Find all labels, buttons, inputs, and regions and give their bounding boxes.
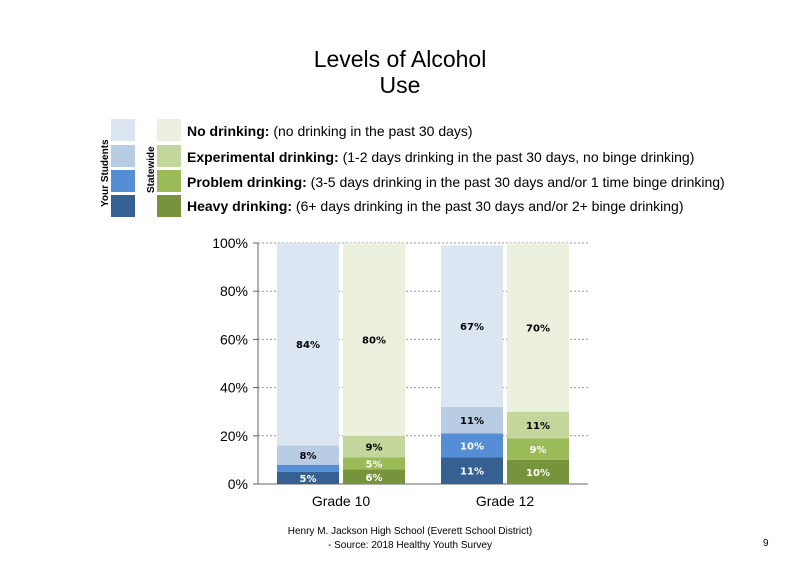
chart-title: Levels of Alcohol Use <box>250 46 550 98</box>
y-tick-label: 0% <box>228 476 248 492</box>
data-label: 8% <box>300 451 317 462</box>
legend-swatch-your-exp <box>111 145 135 167</box>
title-line-1: Levels of Alcohol <box>313 46 487 72</box>
bar-segment <box>343 243 405 436</box>
data-label: 11% <box>526 421 550 432</box>
bar-segment <box>507 438 569 460</box>
bar-segment <box>343 435 405 458</box>
legend-swatch-your-no <box>111 119 135 141</box>
bar-segment <box>507 411 569 439</box>
bar-segment <box>277 445 339 465</box>
legend-item-bold: Problem drinking: <box>187 174 307 190</box>
data-label: 10% <box>526 468 550 479</box>
y-tick-label: 100% <box>212 235 248 251</box>
data-label: 9% <box>530 445 547 456</box>
data-label: 6% <box>366 473 383 484</box>
legend-swatch-your-prob <box>111 170 135 192</box>
y-tick-label: 60% <box>220 331 248 347</box>
data-label: 70% <box>526 323 550 334</box>
bar-segment <box>343 457 405 470</box>
footer-source: Henry M. Jackson High School (Everett Sc… <box>240 525 580 553</box>
legend-item-problem: Problem drinking: (3-5 days drinking in … <box>187 174 725 190</box>
legend-item-no-drinking: No drinking: (no drinking in the past 30… <box>187 123 473 139</box>
footer-line-1: Henry M. Jackson High School (Everett Sc… <box>287 526 533 537</box>
legend-item-desc: (3-5 days drinking in the past 30 days a… <box>306 174 725 190</box>
legend-swatch-state-no <box>157 119 181 141</box>
page-number: 9 <box>763 538 769 549</box>
y-tick-label: 40% <box>220 380 248 396</box>
footer-line-2: - Source: 2018 Healthy Youth Survey <box>328 540 492 551</box>
data-label: 5% <box>366 460 383 471</box>
bar-segment <box>441 433 503 458</box>
data-label: 11% <box>460 467 484 478</box>
legend-item-bold: No drinking: <box>187 123 270 139</box>
bar-segment <box>343 469 405 484</box>
legend-swatch-state-heavy <box>157 195 181 217</box>
data-label: 67% <box>460 322 484 333</box>
bar-segment <box>277 464 339 472</box>
legend-item-bold: Heavy drinking: <box>187 198 293 214</box>
legend-item-desc: (6+ days drinking in the past 30 days an… <box>292 198 684 214</box>
legend-swatch-state-prob <box>157 170 181 192</box>
data-label: 84% <box>296 340 320 351</box>
bar-segment <box>441 245 503 407</box>
x-category-label: Grade 12 <box>476 493 535 509</box>
legend-item-desc: (1-2 days drinking in the past 30 days, … <box>338 149 695 165</box>
legend-item-heavy: Heavy drinking: (6+ days drinking in the… <box>187 198 684 214</box>
legend-item-experimental: Experimental drinking: (1-2 days drinkin… <box>187 149 694 165</box>
legend-swatch-your-heavy <box>111 195 135 217</box>
y-tick-label: 20% <box>220 428 248 444</box>
data-label: 10% <box>460 441 484 452</box>
bar-segment <box>507 243 569 412</box>
data-label: 5% <box>300 474 317 485</box>
legend-swatch-state-exp <box>157 145 181 167</box>
bar-segment <box>277 471 339 484</box>
title-line-2: Use <box>379 72 421 98</box>
bar-segment <box>507 459 569 484</box>
bar-segment <box>441 406 503 434</box>
x-category-label: Grade 10 <box>312 493 371 509</box>
bar-segment <box>441 457 503 484</box>
data-label: 80% <box>362 335 386 346</box>
data-label: 9% <box>366 443 383 454</box>
y-tick-label: 80% <box>220 283 248 299</box>
legend-item-desc: (no drinking in the past 30 days) <box>269 123 473 139</box>
bar-segment <box>277 243 339 446</box>
data-label: 11% <box>460 416 484 427</box>
legend-item-bold: Experimental drinking: <box>187 149 339 165</box>
